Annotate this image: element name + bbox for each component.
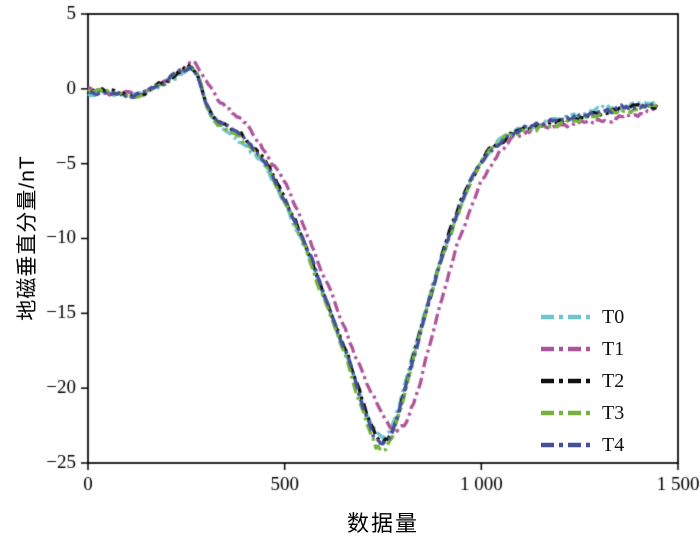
x-axis-label: 数据量 [346,511,420,536]
legend-label: T1 [602,337,625,360]
legend-label: T0 [602,305,625,328]
legend-line-sample-icon [541,378,591,384]
legend-line-sample-icon [541,442,591,448]
y-axis-label: 地磁垂直分量/nT [16,155,39,321]
legend-label: T2 [602,369,625,392]
legend-label: T3 [602,401,625,424]
legend-line-sample-icon [541,346,591,352]
legend-line-sample-icon [541,314,591,320]
legend-item-t1: T1 [540,333,624,365]
legend: T0 T1 T2 T3 T4 [540,301,624,461]
legend-item-t0: T0 [540,301,624,333]
legend-item-t3: T3 [540,397,624,429]
legend-line-sample-icon [541,410,591,416]
legend-item-t4: T4 [540,429,624,461]
legend-item-t2: T2 [540,365,624,397]
legend-label: T4 [602,433,625,456]
